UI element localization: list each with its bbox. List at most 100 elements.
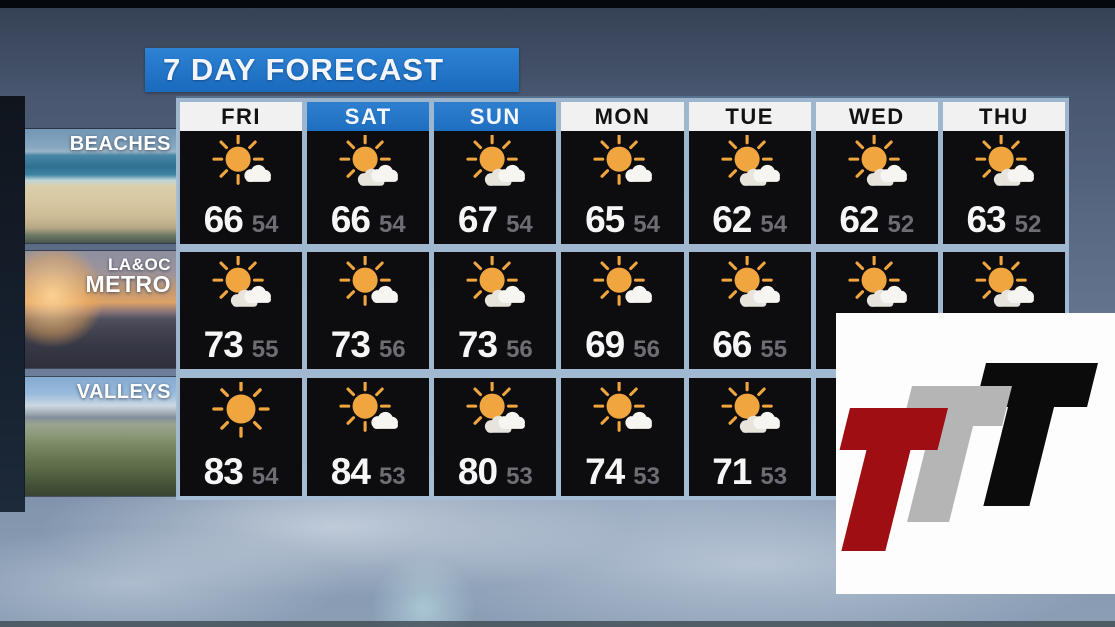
forecast-column-tue: TUE 62 54 66 55 71 53 (688, 102, 811, 496)
temperature-pair: 62 52 (839, 199, 914, 241)
forecast-cell: 62 52 (815, 131, 938, 245)
left-dark-strip (0, 96, 25, 512)
low-temp: 52 (887, 211, 915, 239)
la-oc-metro-label: LA&OC METRO (85, 255, 171, 298)
top-letterbox-strip (0, 0, 1115, 8)
forecast-cell: 63 52 (942, 131, 1065, 245)
forecast-column-sat: SAT 66 54 73 56 84 53 (307, 102, 430, 496)
low-temp: 56 (378, 335, 406, 363)
temperature-pair: 73 56 (458, 324, 533, 366)
temperature-pair: 84 53 (331, 451, 406, 493)
high-temp: 74 (585, 450, 625, 492)
forecast-cell: 71 53 (688, 377, 811, 496)
low-temp: 53 (378, 462, 406, 490)
low-temp: 53 (633, 462, 660, 490)
sun-icon (212, 381, 270, 438)
valleys-photo: VALLEYS (25, 377, 178, 496)
temperature-pair: 66 54 (204, 199, 279, 241)
high-temp: 73 (203, 323, 244, 365)
valleys-label: VALLEYS (76, 381, 171, 403)
high-temp: 80 (457, 450, 498, 492)
sun-clouds-icon (975, 256, 1034, 308)
high-temp: 62 (839, 199, 879, 241)
forecast-cell: 67 54 (434, 131, 557, 245)
forecast-title: 7 DAY FORECAST (163, 52, 445, 87)
high-temp: 73 (330, 323, 371, 365)
high-temp: 62 (712, 199, 752, 241)
high-temp: 66 (203, 199, 244, 241)
low-temp: 52 (1014, 211, 1042, 239)
day-header-sun: SUN (434, 102, 557, 131)
bottom-horizon-strip (0, 621, 1115, 627)
forecast-title-bar: 7 DAY FORECAST (145, 48, 519, 92)
sun-clouds-icon (848, 135, 907, 186)
day-header-thu: THU (942, 102, 1065, 131)
temperature-pair: 66 55 (712, 324, 787, 366)
sun-clouds-icon (339, 135, 399, 186)
sun-clouds-icon (848, 256, 907, 308)
high-temp: 66 (712, 323, 752, 365)
forecast-cell: 66 54 (307, 131, 430, 245)
low-temp: 56 (506, 335, 533, 363)
day-header-sat: SAT (307, 102, 430, 131)
day-header-mon: MON (561, 102, 684, 131)
sun-cloud-icon (339, 381, 399, 432)
high-temp: 67 (457, 199, 498, 241)
sun-clouds-icon (466, 135, 526, 186)
forecast-column-mon: MON 65 54 69 56 74 53 (561, 102, 684, 496)
high-temp: 73 (457, 323, 498, 365)
forecast-cell: 73 55 (180, 252, 303, 369)
sun-clouds-icon (721, 256, 780, 308)
temperature-pair: 66 54 (331, 199, 406, 241)
low-temp: 56 (633, 335, 660, 363)
la-oc-metro-photo: LA&OC METRO (25, 251, 178, 368)
forecast-cell: 66 54 (180, 131, 303, 245)
low-temp: 54 (760, 211, 788, 239)
sun-clouds-icon (721, 381, 780, 433)
high-temp: 63 (966, 199, 1006, 241)
station-logo-box (836, 313, 1115, 594)
low-temp: 55 (251, 335, 279, 363)
sun-cloud-icon (212, 135, 271, 185)
forecast-cell: 66 55 (688, 252, 811, 369)
sun-cloud-icon (593, 256, 653, 307)
low-temp: 54 (633, 211, 660, 239)
high-temp: 66 (330, 199, 371, 241)
sun-clouds-icon (212, 256, 271, 308)
sun-clouds-icon (721, 135, 780, 186)
sun-cloud-icon (339, 256, 399, 307)
sun-clouds-icon (466, 256, 526, 308)
temperature-pair: 83 54 (204, 451, 279, 493)
low-temp: 54 (251, 211, 279, 239)
low-temp: 55 (760, 335, 788, 363)
temperature-pair: 74 53 (585, 451, 660, 493)
forecast-cell: 83 54 (180, 377, 303, 496)
day-header-tue: TUE (688, 102, 811, 131)
sun-cloud-icon (593, 381, 653, 432)
forecast-cell: 74 53 (561, 377, 684, 496)
high-temp: 84 (330, 450, 371, 492)
high-temp: 83 (203, 450, 244, 492)
low-temp: 53 (760, 462, 788, 490)
forecast-cell: 84 53 (307, 377, 430, 496)
forecast-column-fri: FRI 66 54 73 55 83 54 (180, 102, 303, 496)
temperature-pair: 69 56 (585, 324, 660, 366)
low-temp: 53 (506, 462, 533, 490)
temperature-pair: 80 53 (458, 451, 533, 493)
forecast-cell: 73 56 (434, 252, 557, 369)
forecast-cell: 73 56 (307, 252, 430, 369)
low-temp: 54 (251, 462, 279, 490)
forecast-cell: 69 56 (561, 252, 684, 369)
high-temp: 69 (585, 323, 625, 365)
sun-cloud-icon (593, 135, 653, 185)
day-header-wed: WED (815, 102, 938, 131)
sun-clouds-icon (975, 135, 1034, 186)
forecast-cell: 80 53 (434, 377, 557, 496)
forecast-column-sun: SUN 67 54 73 56 80 53 (434, 102, 557, 496)
beaches-photo: BEACHES (25, 129, 178, 243)
day-header-fri: FRI (180, 102, 303, 131)
temperature-pair: 65 54 (585, 199, 660, 241)
forecast-cell: 65 54 (561, 131, 684, 245)
high-temp: 71 (712, 450, 752, 492)
